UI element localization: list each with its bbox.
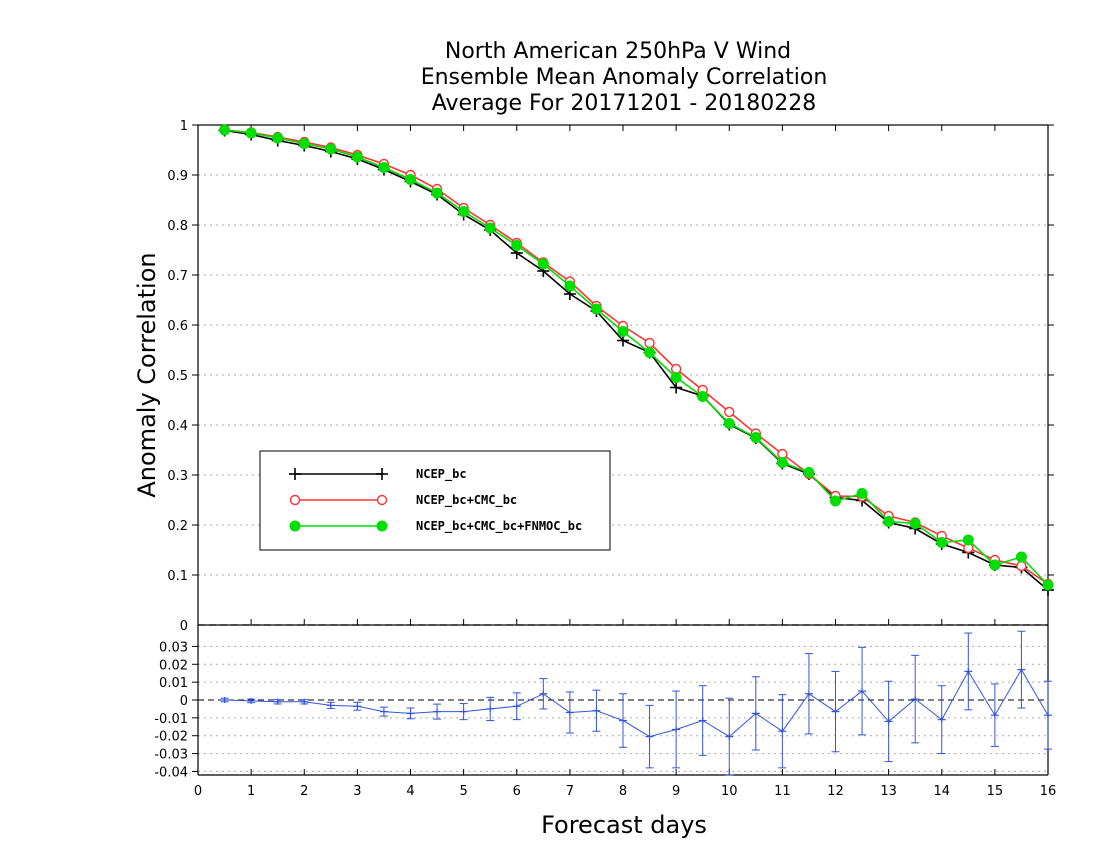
x-tick-label: 12: [827, 784, 844, 799]
legend-label-ncep-bc-cmc-bc: NCEP_bc+CMC_bc: [416, 493, 517, 508]
series-2-point: [617, 326, 629, 337]
y-axis-label: Anomaly Correlation: [133, 252, 161, 497]
difference-line-series: [220, 630, 1052, 776]
difference-y-tick-label: 0: [180, 694, 188, 709]
legend-marker-end-1: [376, 494, 388, 506]
series-2-point: [883, 516, 895, 527]
series-2-point: [484, 222, 496, 234]
series-2-point: [750, 432, 762, 443]
x-tick-label: 9: [672, 784, 680, 799]
series-2-point: [378, 162, 390, 173]
legend-label-ncep-bc: NCEP_bc: [416, 467, 467, 482]
main-series: [218, 124, 1054, 596]
series-1-point: [1016, 560, 1027, 572]
series-2-point: [537, 258, 549, 270]
series-2-point: [697, 391, 709, 402]
main-y-tick-label: 1: [180, 119, 188, 134]
difference-y-tick-label: -0.04: [154, 765, 188, 780]
series-2-point: [245, 127, 257, 139]
x-tick-label: 11: [774, 784, 791, 799]
panel-boundary-label: 0: [180, 619, 188, 634]
series-2-point: [830, 495, 841, 507]
legend-items: [289, 468, 388, 532]
x-tick-label: 6: [513, 784, 521, 799]
chart-title-line-1: North American 250hPa V Wind: [445, 39, 791, 64]
series-2-point: [219, 124, 231, 136]
legend-label-ncep-bc-cmc-bc-fnmoc-bc: NCEP_bc+CMC_bc+FNMOC_bc: [416, 519, 582, 534]
legend-marker-end-2: [376, 520, 388, 532]
x-tick-label: 5: [459, 784, 467, 799]
x-tick-label: 10: [721, 784, 738, 799]
series-2-point: [325, 143, 337, 155]
difference-y-tick-label: -0.02: [154, 730, 188, 745]
series-2-point: [989, 559, 1001, 571]
main-y-tick-label: 0.7: [167, 269, 188, 284]
series-2-point: [962, 534, 974, 546]
main-y-tick-label: 0.1: [167, 569, 188, 584]
series-2-point: [272, 132, 284, 144]
series-2-point: [1042, 579, 1054, 591]
legend-marker-start-1: [289, 494, 301, 506]
difference-y-tick-label: 0.01: [159, 676, 188, 691]
series-2-point: [405, 174, 416, 185]
x-tick-label: 8: [619, 784, 627, 799]
difference-y-tick-label: -0.03: [154, 748, 188, 763]
series-1-point: [724, 406, 735, 418]
x-tick-label: 16: [1040, 784, 1057, 799]
legend-marker-start-2: [289, 520, 301, 532]
legend: NCEP_bc NCEP_bc+CMC_bc NCEP_bc+CMC_bc+FN…: [259, 450, 611, 551]
main-y-tick-label: 0.2: [167, 519, 188, 534]
main-y-tick-label: 0.6: [167, 319, 188, 334]
main-y-tick-label: 0.4: [167, 419, 188, 434]
main-axes: 0.1 0.2 0.3 0.4 0.5 0.6 0.7 0.8 0.9 1 0: [167, 119, 1054, 634]
series-line-0: [224, 129, 1049, 591]
x-tick-label: 1: [247, 784, 255, 799]
difference-y-tick-label: 0.03: [159, 640, 188, 655]
difference-y-tick-label: 0.02: [159, 658, 188, 673]
chart-title-line-3: Average For 20171201 - 20180228: [432, 91, 817, 116]
x-axis-label: Forecast days: [541, 811, 707, 839]
series-2-point: [1015, 551, 1027, 563]
x-tick-label: 4: [406, 784, 414, 799]
main-y-tick-label: 0.5: [167, 369, 188, 384]
series-1-point: [644, 337, 655, 349]
series-2-point: [776, 457, 788, 468]
series-2-point: [511, 240, 523, 251]
series-2-point: [909, 518, 921, 529]
main-y-tick-label: 0.8: [167, 219, 188, 234]
series-2-point: [351, 151, 363, 163]
x-tick-label: 3: [353, 784, 361, 799]
series-2-point: [458, 206, 470, 217]
series-2-point: [803, 467, 815, 478]
series-2-point: [644, 347, 656, 358]
main-y-tick-label: 0.3: [167, 469, 188, 484]
chart-title: North American 250hPa V Wind Ensemble Me…: [421, 39, 828, 116]
series-2: [219, 124, 1054, 591]
x-tick-label: 7: [566, 784, 574, 799]
series-2-point: [670, 372, 682, 383]
chart-title-line-2: Ensemble Mean Anomaly Correlation: [421, 65, 828, 90]
difference-series: [220, 630, 1052, 776]
series-2-point: [590, 303, 602, 315]
series-2-point: [564, 280, 576, 292]
main-y-tick-label: 0.9: [167, 169, 188, 184]
series-2-point: [856, 488, 868, 499]
x-tick-label: 2: [300, 784, 308, 799]
x-tick-label: 13: [880, 784, 897, 799]
x-tick-label: 0: [194, 784, 202, 799]
x-tick-label: 14: [933, 784, 950, 799]
series-2-point: [298, 138, 310, 149]
difference-line: [224, 668, 1049, 738]
series-2-point: [723, 418, 735, 429]
x-tick-label: 15: [987, 784, 1004, 799]
series-2-point: [431, 187, 443, 199]
main-grid: [198, 174, 1048, 576]
series-2-point: [936, 537, 948, 548]
difference-y-tick-label: -0.01: [154, 712, 188, 727]
